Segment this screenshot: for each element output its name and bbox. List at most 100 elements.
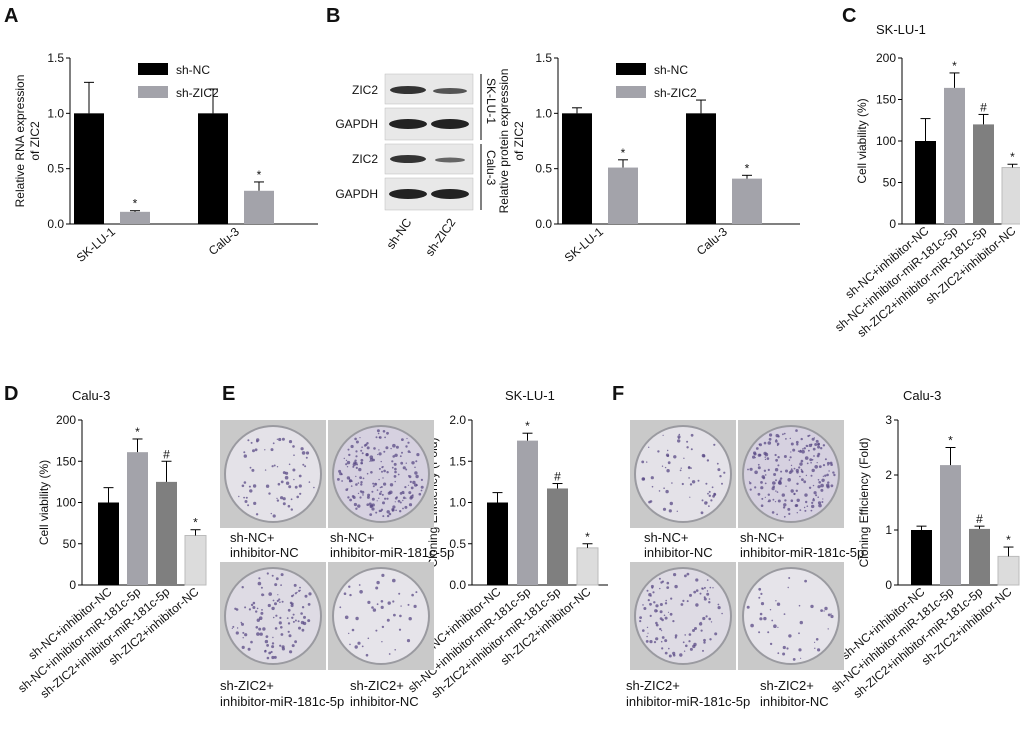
colony xyxy=(642,604,644,606)
colony xyxy=(764,474,767,476)
colony xyxy=(811,501,814,504)
colony xyxy=(382,501,385,505)
x-tick-label: SK-LU-1 xyxy=(74,224,118,265)
colony xyxy=(823,610,825,612)
legend-swatch xyxy=(138,63,168,75)
colony xyxy=(412,480,416,485)
colony xyxy=(244,633,248,637)
colony xyxy=(273,464,276,467)
bar xyxy=(198,113,228,224)
colony xyxy=(402,496,406,500)
bar xyxy=(244,190,274,224)
significance-mark: * xyxy=(585,530,590,544)
colony xyxy=(818,481,821,484)
colony xyxy=(236,627,239,629)
colony xyxy=(817,443,820,446)
colony xyxy=(392,505,396,509)
colony xyxy=(688,633,692,636)
y-axis-label: Relative RNA expression xyxy=(13,75,27,208)
colony xyxy=(810,509,813,512)
colony xyxy=(757,463,760,466)
colony xyxy=(386,510,390,514)
colony xyxy=(414,466,416,469)
colony xyxy=(292,620,295,623)
colony xyxy=(367,637,370,640)
colony xyxy=(700,629,703,632)
bar xyxy=(127,452,148,585)
y-axis-label: of ZIC2 xyxy=(512,121,526,161)
colony xyxy=(803,447,806,450)
colony xyxy=(698,622,703,626)
colony-images-e: sh-NC+ inhibitor-NC sh-NC+ inhibitor-miR… xyxy=(220,420,454,709)
colony xyxy=(679,469,682,472)
colony xyxy=(301,451,306,455)
colony xyxy=(668,647,670,650)
colony xyxy=(830,614,834,619)
colony xyxy=(723,471,726,474)
colony xyxy=(648,500,651,504)
panel-label-f: F xyxy=(612,383,624,405)
colony xyxy=(387,601,391,605)
colony xyxy=(647,599,650,602)
colony xyxy=(288,485,292,489)
colony xyxy=(292,468,296,472)
colony xyxy=(270,650,273,654)
colony xyxy=(394,497,398,500)
colony xyxy=(409,480,412,483)
colony xyxy=(294,592,297,595)
colony xyxy=(271,642,275,645)
colony xyxy=(832,471,835,474)
colony xyxy=(381,625,385,629)
colony xyxy=(782,433,784,436)
colony xyxy=(706,459,710,462)
colony xyxy=(399,614,402,618)
colony xyxy=(817,501,822,505)
colony xyxy=(758,596,761,599)
colony xyxy=(395,445,399,449)
colony xyxy=(401,438,404,441)
colony xyxy=(824,458,827,461)
colony xyxy=(682,641,685,644)
colony xyxy=(767,441,772,445)
colony xyxy=(705,482,708,485)
colony xyxy=(243,451,246,454)
colony xyxy=(252,449,255,453)
colony xyxy=(655,621,658,625)
colony xyxy=(641,477,646,481)
colony-dish xyxy=(742,425,840,523)
colony xyxy=(787,507,791,511)
colony xyxy=(276,499,280,502)
colony xyxy=(806,462,809,465)
colony xyxy=(790,489,794,493)
colony xyxy=(721,482,723,485)
colony xyxy=(662,507,667,511)
colony xyxy=(308,592,312,596)
colony xyxy=(700,511,704,515)
colony xyxy=(287,630,290,633)
colony xyxy=(811,468,815,473)
colony xyxy=(776,602,781,606)
blot-lane-label: sh-ZIC2 xyxy=(423,215,459,258)
colony xyxy=(666,586,670,589)
colony xyxy=(775,600,777,602)
colony xyxy=(827,481,830,484)
colony xyxy=(238,495,240,498)
colony xyxy=(274,627,278,630)
colony xyxy=(656,610,658,612)
colony xyxy=(808,449,810,452)
colony xyxy=(245,496,248,499)
colony xyxy=(280,633,284,636)
colony xyxy=(746,605,750,609)
colony xyxy=(415,484,418,487)
colony xyxy=(285,471,289,475)
colony xyxy=(404,505,408,509)
colony xyxy=(393,462,397,466)
colony xyxy=(276,438,279,440)
significance-mark: * xyxy=(952,59,957,73)
colony xyxy=(749,467,753,471)
colony xyxy=(717,468,721,472)
colony xyxy=(299,589,301,591)
colony xyxy=(253,501,257,505)
chart-title: SK-LU-1 xyxy=(876,22,926,37)
colony xyxy=(271,645,275,649)
